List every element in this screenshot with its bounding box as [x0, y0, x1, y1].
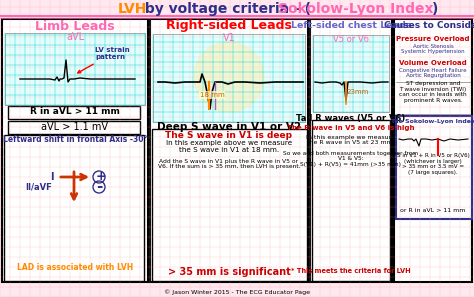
Text: LAD is associated with LVH: LAD is associated with LVH — [17, 263, 133, 271]
Text: * This meets the criteria for LVH: * This meets the criteria for LVH — [291, 268, 411, 274]
Bar — [310, 19, 392, 282]
Text: Pressure Overload: Pressure Overload — [396, 36, 470, 42]
Bar — [8, 106, 140, 119]
Text: Tall R waves (V5 or V6): Tall R waves (V5 or V6) — [296, 115, 406, 124]
Text: In this example we measure
the R wave in V5 at 23 mm.: In this example we measure the R wave in… — [307, 135, 395, 146]
Text: aVL: aVL — [66, 32, 84, 42]
Text: Deep S wave in V1 or V2: Deep S wave in V1 or V2 — [157, 122, 301, 132]
Text: ST depression and
T wave inversion (TWI)
can occur in leads with
prominent R wav: ST depression and T wave inversion (TWI)… — [399, 81, 467, 103]
Text: R in aVL > 11 mm: R in aVL > 11 mm — [30, 108, 120, 116]
Text: Limb Leads: Limb Leads — [35, 20, 115, 32]
Text: V1: V1 — [223, 33, 236, 43]
Text: The S wave in V1 is deep: The S wave in V1 is deep — [165, 130, 292, 140]
Bar — [150, 19, 308, 282]
Bar — [4, 135, 144, 281]
Text: LV strain
pattern: LV strain pattern — [78, 47, 129, 73]
Bar — [396, 116, 472, 219]
Bar — [5, 33, 145, 105]
Text: I: I — [51, 172, 54, 182]
Text: Volume Overload: Volume Overload — [399, 60, 467, 66]
Text: Sokolow-Lyon Index: Sokolow-Lyon Index — [278, 2, 434, 16]
Text: Leftward shift in frontal Axis -30°: Leftward shift in frontal Axis -30° — [3, 135, 147, 145]
Text: +: + — [96, 170, 107, 184]
Text: by voltage criteria - (: by voltage criteria - ( — [140, 2, 311, 16]
Text: -: - — [96, 179, 102, 195]
Text: > 35 mm is significant: > 35 mm is significant — [168, 267, 291, 277]
Bar — [153, 34, 305, 122]
Text: S in V1 + R in V5 or R(V6)
(whichever is larger)
> 35 mm or 3.5 mV =
(7 large sq: S in V1 + R in V5 or R(V6) (whichever is… — [397, 153, 469, 175]
Text: Congestive Heart Failure
Aortic Regurgitation: Congestive Heart Failure Aortic Regurgit… — [399, 68, 467, 78]
Bar — [313, 35, 389, 112]
Text: Right-sided Leads: Right-sided Leads — [166, 20, 292, 32]
Text: In this example above we measure
the S wave in V1 at 18 mm.: In this example above we measure the S w… — [166, 140, 292, 154]
Bar — [394, 19, 472, 282]
Circle shape — [194, 42, 264, 112]
Text: 23mm: 23mm — [347, 89, 369, 95]
Text: So we add both measurements together from
V1 & V5:
S(V1) + R(V5) = 41mm (>35 mm): So we add both measurements together fro… — [283, 151, 419, 167]
Text: The Sokolow-Lyon Index: The Sokolow-Lyon Index — [391, 119, 474, 124]
Text: Left-sided chest Leads: Left-sided chest Leads — [291, 21, 411, 31]
Text: Add the S wave in V1 plus the R wave in V5 or
V6. If the sum is > 35 mm, then LV: Add the S wave in V1 plus the R wave in … — [158, 159, 301, 169]
Text: ): ) — [432, 2, 438, 16]
Text: The R wave in V5 and V6 is high: The R wave in V5 and V6 is high — [287, 125, 415, 131]
Bar — [2, 19, 148, 282]
Text: II/aVF: II/aVF — [25, 182, 52, 192]
Bar — [152, 129, 307, 281]
Text: aVL > 1.1 mV: aVL > 1.1 mV — [42, 122, 109, 132]
Text: © Jason Winter 2015 - The ECG Educator Page: © Jason Winter 2015 - The ECG Educator P… — [164, 289, 310, 295]
Text: V5 or V6: V5 or V6 — [333, 34, 369, 43]
Bar — [8, 121, 140, 134]
Text: or R in aVL > 11 mm: or R in aVL > 11 mm — [401, 208, 465, 212]
Text: Causes to Consider: Causes to Consider — [384, 21, 474, 31]
Bar — [312, 120, 390, 281]
Text: 18 mm: 18 mm — [200, 92, 224, 98]
Text: Aortic Stenosis
Systemic Hypertension: Aortic Stenosis Systemic Hypertension — [401, 44, 465, 54]
Text: LVH: LVH — [118, 2, 147, 16]
